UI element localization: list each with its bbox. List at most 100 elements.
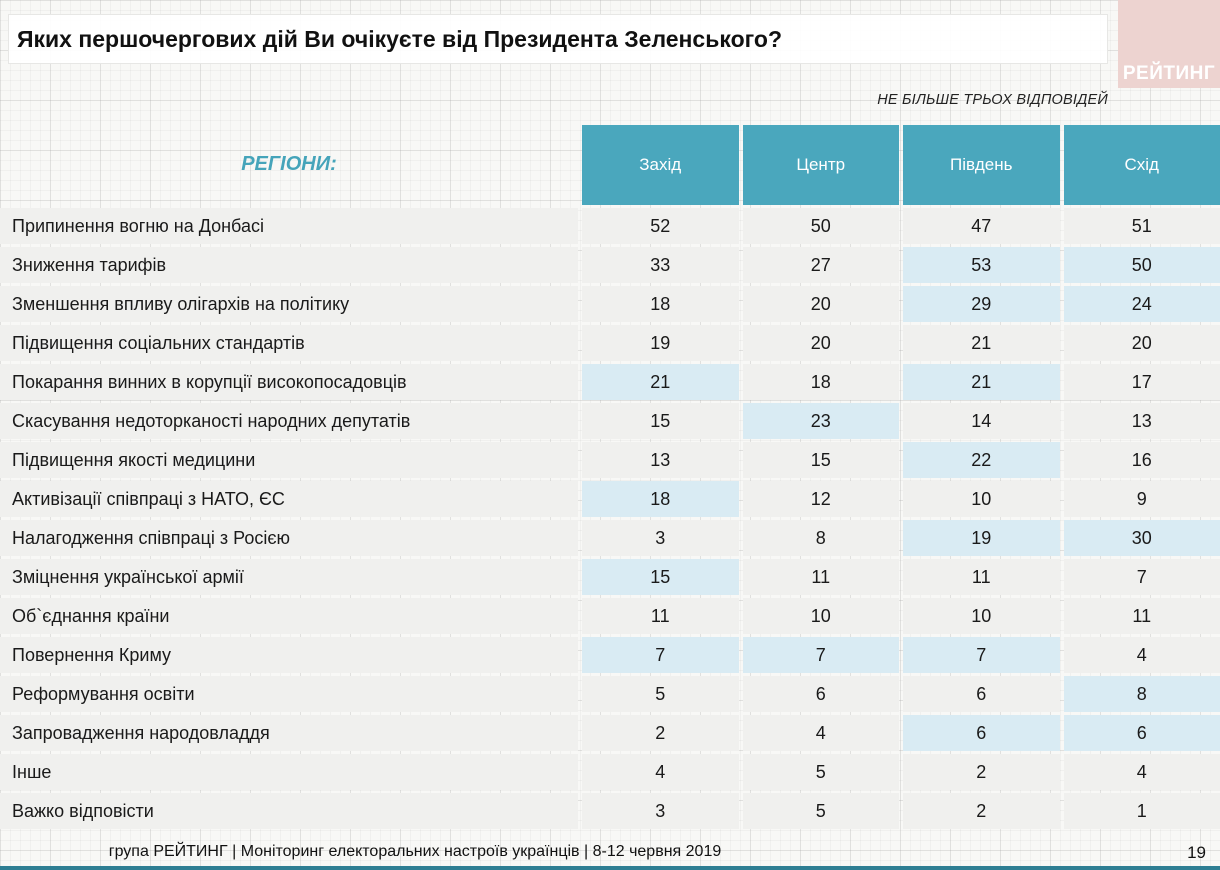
value-cell: 20: [742, 286, 899, 322]
value-cell: 15: [582, 403, 739, 439]
row-label: Активізації співпраці з НАТО, ЄС: [0, 481, 578, 517]
table-row: Покарання винних в корупції високопосадо…: [0, 364, 1220, 400]
value-cell: 6: [1063, 715, 1220, 751]
results-table: Захід Центр Південь Схід Припинення вогн…: [0, 125, 1220, 832]
value-cell: 8: [742, 520, 899, 556]
row-label: Запровадження народовладдя: [0, 715, 578, 751]
value-cell: 8: [1063, 676, 1220, 712]
value-cell: 13: [582, 442, 739, 478]
row-label: Налагодження співпраці з Росією: [0, 520, 578, 556]
value-cell: 1: [1063, 793, 1220, 829]
table-row: Скасування недоторканості народних депут…: [0, 403, 1220, 439]
value-cell: 22: [903, 442, 1060, 478]
value-cell: 11: [582, 598, 739, 634]
value-cell: 27: [742, 247, 899, 283]
value-cell: 7: [903, 637, 1060, 673]
value-cell: 47: [903, 208, 1060, 244]
value-cell: 20: [1063, 325, 1220, 361]
value-cell: 5: [742, 754, 899, 790]
value-cell: 10: [903, 598, 1060, 634]
value-cell: 7: [1063, 559, 1220, 595]
value-cell: 17: [1063, 364, 1220, 400]
value-cell: 6: [903, 715, 1060, 751]
row-label: Підвищення якості медицини: [0, 442, 578, 478]
row-label: Важко відповісти: [0, 793, 578, 829]
table-row: Активізації співпраці з НАТО, ЄС 18 12 10 9: [0, 481, 1220, 517]
logo-wordmark: РЕЙТИНГ: [1122, 63, 1216, 84]
column-header-west: Захід: [582, 125, 739, 205]
answers-limit-note: НЕ БІЛЬШЕ ТРЬОХ ВІДПОВІДЕЙ: [877, 92, 1108, 108]
value-cell: 10: [903, 481, 1060, 517]
title-panel: Яких першочергових дій Ви очікуєте від П…: [8, 14, 1108, 64]
row-label: Покарання винних в корупції високопосадо…: [0, 364, 578, 400]
page-number: 19: [1187, 843, 1206, 862]
row-label: Припинення вогню на Донбасі: [0, 208, 578, 244]
value-cell: 18: [742, 364, 899, 400]
value-cell: 19: [582, 325, 739, 361]
value-cell: 52: [582, 208, 739, 244]
table-row: Запровадження народовладдя 2 4 6 6: [0, 715, 1220, 751]
value-cell: 11: [1063, 598, 1220, 634]
value-cell: 50: [1063, 247, 1220, 283]
regions-label: РЕГІОНИ:: [241, 153, 337, 175]
table-row: Налагодження співпраці з Росією 3 8 19 30: [0, 520, 1220, 556]
value-cell: 29: [903, 286, 1060, 322]
value-cell: 21: [903, 325, 1060, 361]
row-label: Підвищення соціальних стандартів: [0, 325, 578, 361]
value-cell: 21: [903, 364, 1060, 400]
table-row: Реформування освіти 5 6 6 8: [0, 676, 1220, 712]
value-cell: 2: [903, 793, 1060, 829]
value-cell: 15: [742, 442, 899, 478]
value-cell: 15: [582, 559, 739, 595]
table-row: Інше 4 5 2 4: [0, 754, 1220, 790]
value-cell: 7: [582, 637, 739, 673]
value-cell: 51: [1063, 208, 1220, 244]
value-cell: 53: [903, 247, 1060, 283]
row-label: Зміцнення української армії: [0, 559, 578, 595]
row-label: Об`єднання країни: [0, 598, 578, 634]
row-label: Скасування недоторканості народних депут…: [0, 403, 578, 439]
value-cell: 30: [1063, 520, 1220, 556]
bottom-accent-bar: [0, 866, 1220, 870]
column-header-south: Південь: [903, 125, 1060, 205]
row-label: Зниження тарифів: [0, 247, 578, 283]
table-row: Зниження тарифів 33 27 53 50: [0, 247, 1220, 283]
table-row: Зміцнення української армії 15 11 11 7: [0, 559, 1220, 595]
value-cell: 4: [1063, 637, 1220, 673]
value-cell: 5: [742, 793, 899, 829]
value-cell: 7: [742, 637, 899, 673]
value-cell: 19: [903, 520, 1060, 556]
value-cell: 9: [1063, 481, 1220, 517]
table-row: Повернення Криму 7 7 7 4: [0, 637, 1220, 673]
value-cell: 3: [582, 520, 739, 556]
value-cell: 21: [582, 364, 739, 400]
value-cell: 2: [903, 754, 1060, 790]
table-row: Важко відповісти 3 5 2 1: [0, 793, 1220, 829]
value-cell: 11: [742, 559, 899, 595]
table-row: Зменшення впливу олігархів на політику 18…: [0, 286, 1220, 322]
value-cell: 4: [1063, 754, 1220, 790]
row-label: Реформування освіти: [0, 676, 578, 712]
page-title: Яких першочергових дій Ви очікуєте від П…: [17, 25, 782, 52]
table-row: Об`єднання країни 11 10 10 11: [0, 598, 1220, 634]
column-header-center: Центр: [742, 125, 899, 205]
value-cell: 50: [742, 208, 899, 244]
value-cell: 33: [582, 247, 739, 283]
value-cell: 18: [582, 481, 739, 517]
value-cell: 4: [742, 715, 899, 751]
value-cell: 16: [1063, 442, 1220, 478]
value-cell: 10: [742, 598, 899, 634]
value-cell: 24: [1063, 286, 1220, 322]
table-row: Підвищення якості медицини 13 15 22 16: [0, 442, 1220, 478]
value-cell: 13: [1063, 403, 1220, 439]
value-cell: 11: [903, 559, 1060, 595]
value-cell: 12: [742, 481, 899, 517]
table-row: Припинення вогню на Донбасі 52 50 47 51: [0, 208, 1220, 244]
row-label: Інше: [0, 754, 578, 790]
row-label: Зменшення впливу олігархів на політику: [0, 286, 578, 322]
column-header-east: Схід: [1063, 125, 1220, 205]
value-cell: 5: [582, 676, 739, 712]
value-cell: 20: [742, 325, 899, 361]
row-label: Повернення Криму: [0, 637, 578, 673]
